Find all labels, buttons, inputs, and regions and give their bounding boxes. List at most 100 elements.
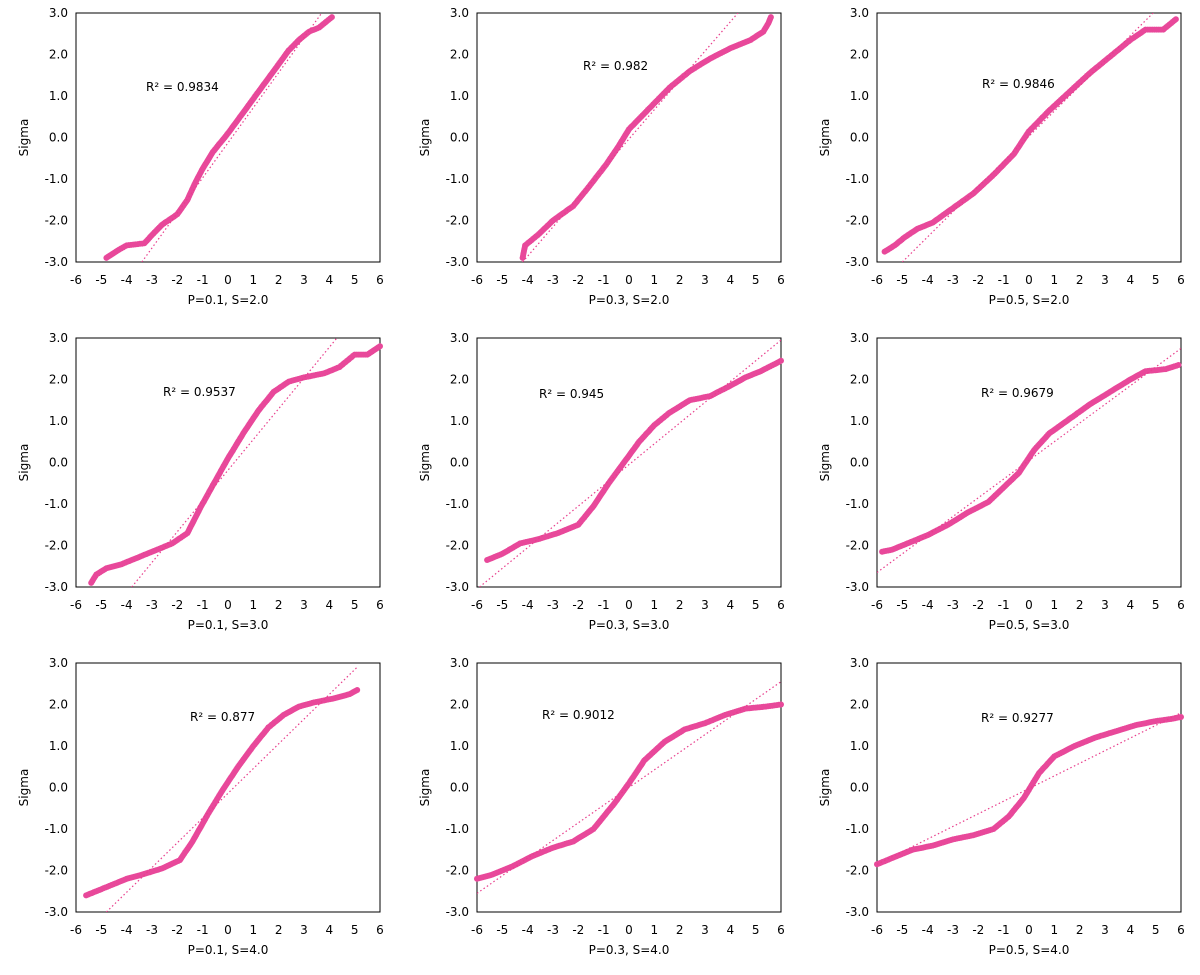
y-tick-label: 2.0 (850, 373, 869, 387)
y-tick-label: 0.0 (49, 781, 68, 795)
data-point (1172, 16, 1179, 23)
x-tick-label: 4 (1127, 923, 1135, 937)
y-tick-label: -3.0 (45, 580, 68, 594)
x-tick-label: -6 (70, 273, 82, 287)
y-tick-label: -1.0 (446, 172, 469, 186)
y-tick-label: -1.0 (45, 172, 68, 186)
linear-trendline (477, 681, 781, 894)
y-tick-label: 0.0 (49, 456, 68, 470)
y-tick-label: -3.0 (45, 255, 68, 269)
y-tick-label: 2.0 (850, 48, 869, 62)
y-tick-label: -2.0 (446, 214, 469, 228)
linear-trendline (479, 339, 781, 587)
x-tick-label: -4 (522, 923, 534, 937)
x-tick-label: 6 (1177, 598, 1185, 612)
y-axis-title: Sigma (418, 444, 432, 482)
y-axis-title: Sigma (818, 769, 832, 807)
x-tick-label: -3 (146, 598, 158, 612)
x-axis-title: P=0.1, S=2.0 (188, 293, 269, 307)
x-tick-label: -3 (146, 273, 158, 287)
y-tick-label: 2.0 (450, 48, 469, 62)
x-tick-label: 1 (1051, 923, 1059, 937)
x-tick-label: 1 (651, 598, 659, 612)
plot-area (476, 12, 782, 263)
x-tick-label: -4 (121, 273, 133, 287)
y-axis-title: Sigma (17, 769, 31, 807)
x-tick-label: 2 (1076, 598, 1084, 612)
x-tick-label: 5 (351, 923, 359, 937)
x-tick-label: 6 (1177, 923, 1185, 937)
x-tick-label: -3 (547, 923, 559, 937)
x-tick-label: -1 (998, 598, 1010, 612)
y-tick-label: -2.0 (446, 539, 469, 553)
x-tick-label: 3 (300, 273, 308, 287)
y-tick-label: 2.0 (450, 373, 469, 387)
y-tick-label: -3.0 (846, 255, 869, 269)
x-tick-label: 2 (275, 273, 283, 287)
y-tick-label: 3.0 (49, 331, 68, 345)
y-tick-label: 1.0 (450, 739, 469, 753)
x-axis-title: P=0.3, S=3.0 (589, 618, 670, 632)
chart-panel-1: -3.0 -2.0 -1.0 0.0 1.0 2.0 3.0 -6 -5 -4 -3 -2 -1 0 1 2 3… (17, 6, 384, 307)
x-tick-label: -6 (471, 273, 483, 287)
r-squared-label: R² = 0.9012 (542, 708, 615, 722)
x-tick-label: -2 (171, 273, 183, 287)
x-tick-label: 1 (1051, 273, 1059, 287)
x-tick-label: 4 (727, 923, 735, 937)
x-tick-label: -2 (171, 923, 183, 937)
x-tick-label: -2 (572, 923, 584, 937)
x-tick-label: -1 (197, 923, 209, 937)
x-tick-label: -5 (896, 598, 908, 612)
x-tick-label: -1 (197, 273, 209, 287)
y-tick-label: 2.0 (49, 698, 68, 712)
x-tick-label: -6 (471, 923, 483, 937)
x-tick-label: -4 (922, 923, 934, 937)
x-tick-label: -4 (522, 598, 534, 612)
y-tick-label: 0.0 (850, 781, 869, 795)
r-squared-label: R² = 0.9834 (146, 80, 219, 94)
x-tick-label: -5 (496, 923, 508, 937)
x-tick-label: 0 (1025, 923, 1033, 937)
x-tick-label: -1 (998, 923, 1010, 937)
y-tick-label: -2.0 (45, 214, 68, 228)
data-point (778, 701, 784, 708)
x-tick-label: 4 (326, 598, 334, 612)
x-axis-title: P=0.1, S=4.0 (188, 943, 269, 957)
y-tick-label: -1.0 (846, 172, 869, 186)
chart-panel-6: -3.0 -2.0 -1.0 0.0 1.0 2.0 3.0 -6 -5 -4 -3 -2 -1 0 1 2 3… (818, 331, 1185, 632)
x-tick-label: 5 (1152, 923, 1160, 937)
y-tick-label: 0.0 (850, 456, 869, 470)
x-axis-title: P=0.5, S=2.0 (989, 293, 1070, 307)
x-tick-label: 4 (1127, 273, 1135, 287)
y-axis-title: Sigma (17, 444, 31, 482)
y-tick-label: 2.0 (49, 373, 68, 387)
x-tick-label: 3 (701, 598, 709, 612)
x-tick-label: 0 (224, 273, 232, 287)
x-tick-label: 0 (625, 923, 633, 937)
x-tick-label: 3 (1101, 598, 1109, 612)
x-tick-label: -3 (547, 273, 559, 287)
chart-panel-2: -3.0 -2.0 -1.0 0.0 1.0 2.0 3.0 -6 -5 -4 -3 -2 -1 0 1 2 3… (418, 6, 785, 307)
x-tick-label: -1 (598, 598, 610, 612)
r-squared-label: R² = 0.9679 (981, 386, 1054, 400)
x-axis-title: P=0.3, S=4.0 (589, 943, 670, 957)
x-tick-label: -5 (496, 273, 508, 287)
x-tick-label: 2 (1076, 923, 1084, 937)
linear-trendline (522, 13, 739, 262)
linear-trendline (901, 13, 1154, 262)
y-tick-label: 3.0 (850, 656, 869, 670)
x-tick-label: -5 (95, 598, 107, 612)
x-tick-label: 6 (376, 273, 384, 287)
plot-area (75, 662, 381, 913)
linear-trendline (877, 347, 1181, 573)
r-squared-label: R² = 0.9277 (981, 711, 1054, 725)
x-tick-label: -6 (871, 273, 883, 287)
r-squared-label: R² = 0.982 (583, 59, 648, 73)
y-tick-label: 3.0 (850, 6, 869, 20)
y-tick-label: 3.0 (450, 656, 469, 670)
x-tick-label: 2 (275, 598, 283, 612)
y-axis-title: Sigma (818, 444, 832, 482)
x-tick-label: 2 (676, 923, 684, 937)
x-tick-label: -2 (972, 923, 984, 937)
x-tick-label: 3 (300, 923, 308, 937)
